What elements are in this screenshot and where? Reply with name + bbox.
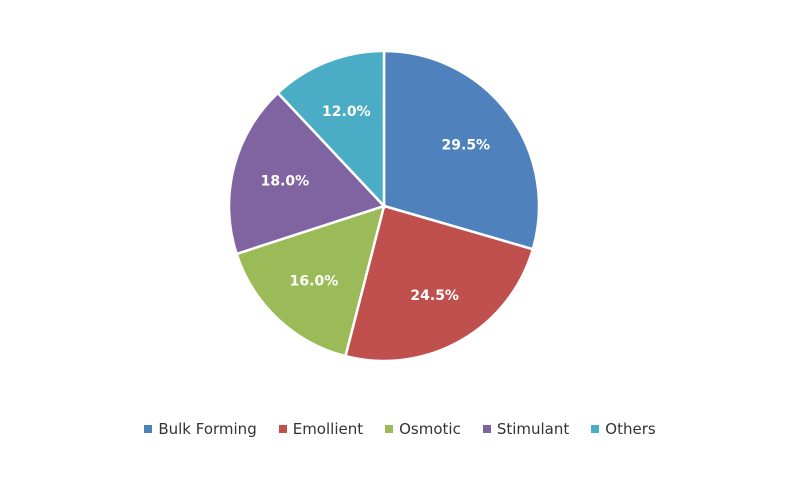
legend-label: Bulk Forming — [158, 420, 257, 438]
legend-swatch — [591, 425, 600, 433]
legend-swatch — [482, 425, 491, 433]
pie-slice-emollient — [343, 204, 535, 363]
legend-label: Stimulant — [496, 420, 570, 438]
data-label-stimulant: 18.0% — [261, 174, 310, 190]
pie-data-labels: 29.5% 24.5% 16.0% 18.0% 12.0% — [261, 104, 490, 304]
pie-slices — [227, 49, 541, 363]
legend-item-others: Others — [591, 420, 656, 438]
chart-legend: Bulk Forming Emollient Osmotic Stimulant Oth… — [0, 420, 800, 438]
pie-slice-osmotic — [235, 204, 386, 358]
legend-item-stimulant: Stimulant — [482, 420, 570, 438]
data-label-others: 12.0% — [322, 104, 371, 120]
pie-slice-others — [276, 49, 386, 210]
data-label-osmotic: 16.0% — [290, 274, 339, 290]
data-label-emollient: 24.5% — [410, 288, 459, 304]
pie-slice-stimulant — [227, 91, 387, 256]
legend-label: Emollient — [292, 420, 364, 438]
legend-swatch — [385, 425, 394, 433]
legend-label: Osmotic — [399, 420, 461, 438]
pie-chart-svg: 29.5% 24.5% 16.0% 18.0% 12.0% — [227, 49, 541, 363]
legend-item-emollient: Emollient — [278, 420, 364, 438]
legend-label: Others — [605, 420, 656, 438]
legend-item-bulk-forming: Bulk Forming — [144, 420, 257, 438]
data-label-bulk-forming: 29.5% — [442, 138, 491, 154]
legend-swatch — [144, 425, 153, 433]
legend-item-osmotic: Osmotic — [385, 420, 461, 438]
legend-swatch — [278, 425, 287, 433]
pie-slice-bulk-forming — [382, 49, 541, 251]
